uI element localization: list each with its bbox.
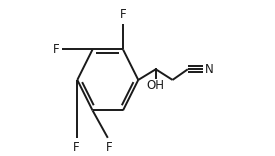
Text: N: N: [205, 63, 214, 76]
Text: F: F: [73, 141, 79, 154]
Text: F: F: [106, 141, 113, 154]
Text: F: F: [53, 43, 59, 56]
Text: OH: OH: [147, 79, 165, 92]
Text: F: F: [120, 7, 126, 20]
